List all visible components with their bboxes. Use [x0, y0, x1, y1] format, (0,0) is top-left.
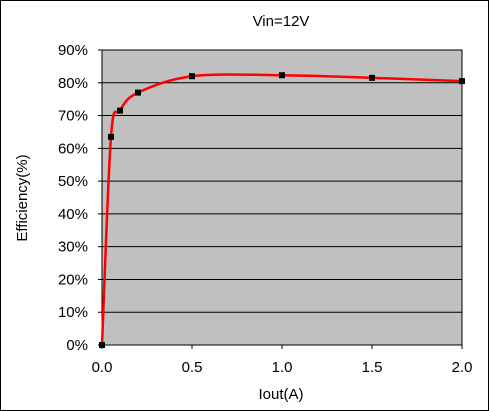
data-point-marker: [108, 133, 114, 140]
y-tick-label: 50%: [58, 173, 88, 190]
y-tick-label: 90%: [58, 42, 88, 59]
efficiency-series-line: [100, 73, 463, 346]
x-tick-label: 2.0: [452, 359, 473, 376]
data-markers: [99, 72, 465, 348]
chart-title: Vin=12V: [253, 13, 310, 30]
y-tick-label: 20%: [58, 271, 88, 288]
data-point-marker: [369, 74, 375, 81]
x-tick-label: 0.0: [92, 359, 113, 376]
x-tick-label: 0.5: [182, 359, 203, 376]
data-point-marker: [279, 72, 285, 79]
x-axis-title: Iout(A): [258, 386, 303, 403]
y-tick-label: 40%: [58, 206, 88, 223]
y-tick-label: 10%: [58, 304, 88, 321]
x-tick-label: 1.0: [272, 359, 293, 376]
x-tick-label: 1.5: [362, 359, 383, 376]
y-tick-label: 60%: [58, 140, 88, 157]
y-axis-title: Efficiency(%): [14, 154, 31, 241]
gridlines: [102, 49, 462, 346]
x-axis-ticks: 0.0 0.5 1.0 1.5 2.0: [92, 345, 473, 376]
y-axis-ticks: 0% 10% 20% 30% 40% 50% 60% 70% 80% 90%: [58, 42, 102, 354]
data-point-marker: [459, 78, 465, 85]
plot-area: [101, 49, 463, 346]
data-point-marker: [117, 107, 123, 114]
y-tick-label: 30%: [58, 239, 88, 256]
y-tick-label: 70%: [58, 108, 88, 125]
data-point-marker: [99, 342, 105, 348]
y-tick-label: 80%: [58, 75, 88, 92]
y-tick-label: 0%: [66, 337, 88, 354]
data-point-marker: [189, 73, 195, 80]
data-point-marker: [135, 89, 141, 96]
